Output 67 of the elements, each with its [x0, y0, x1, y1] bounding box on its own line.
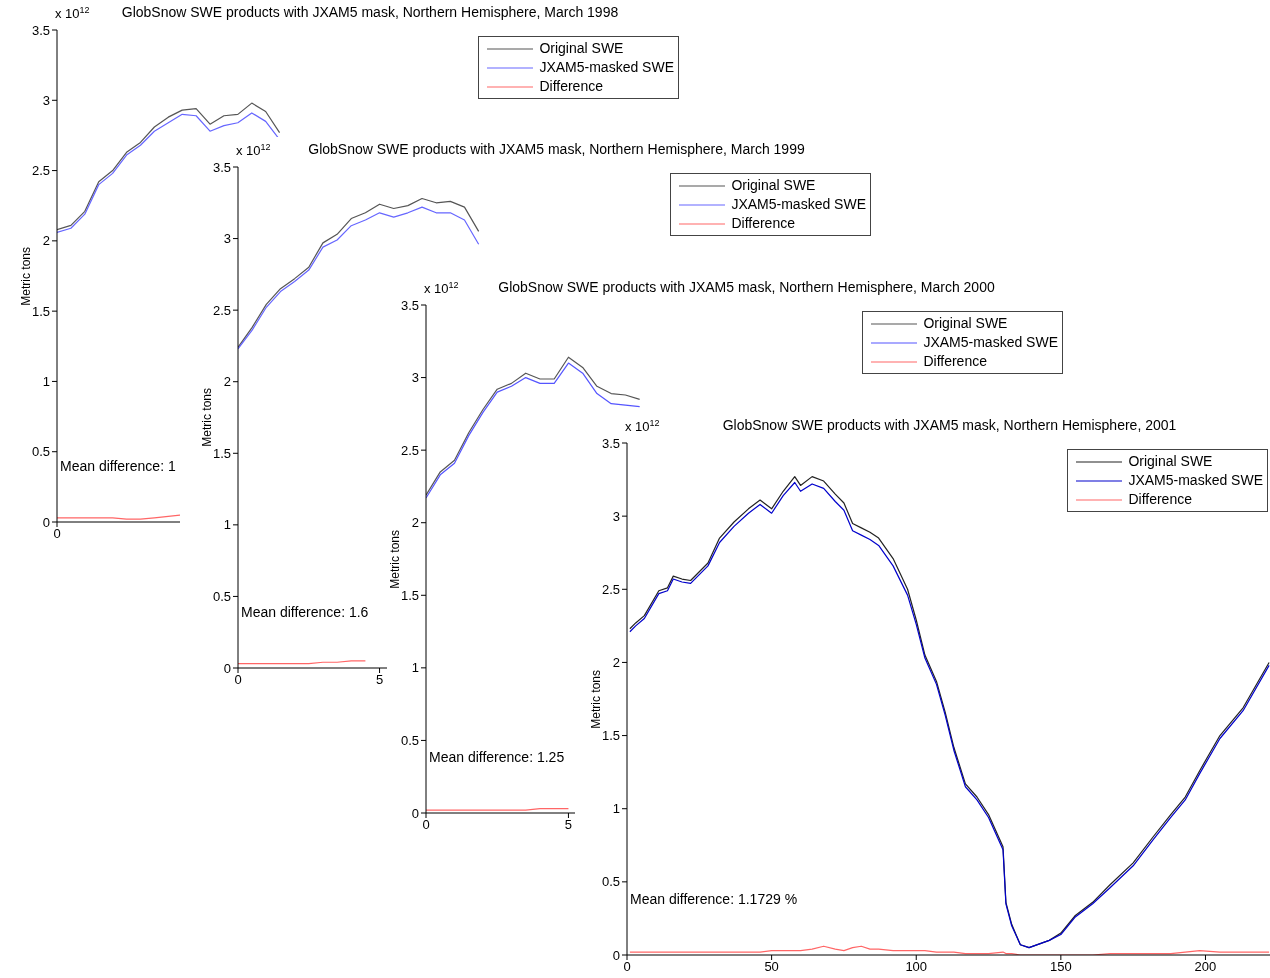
chart-title: GlobSnow SWE products with JXAM5 mask, Northern Hemisphere, 2001 — [722, 417, 1177, 433]
annotation: x 10$^{12}$ — [236, 142, 271, 159]
legend-label: Original SWE — [539, 39, 624, 58]
x-tick-label: 100 — [905, 959, 928, 975]
y-tick-label: 3 — [612, 508, 620, 524]
y-tick-label: 1 — [612, 801, 620, 817]
y-tick-label: 0 — [223, 660, 231, 676]
legend-label: JXAM5-masked SWE — [731, 195, 866, 214]
annotation: Mean difference: 1.6 — [241, 604, 369, 620]
x-tick-label: 50 — [764, 959, 779, 975]
y-tick-label: 2.5 — [601, 581, 620, 597]
y-tick-label: 0.5 — [400, 733, 419, 749]
y-tick-label: 3.5 — [400, 297, 419, 313]
y-axis-title: Metric tons — [388, 529, 402, 589]
legend-label: Original SWE — [731, 176, 816, 195]
y-axis-title: Metric tons — [19, 246, 33, 306]
y-tick-label: 0 — [42, 514, 50, 530]
legend-label: Original SWE — [1128, 452, 1213, 471]
y-tick-label: 2 — [223, 374, 231, 390]
y-tick-label: 1 — [411, 660, 419, 676]
y-tick-label: 2 — [411, 515, 419, 531]
y-tick-label: 0.5 — [601, 874, 620, 890]
legend-label: JXAM5-masked SWE — [1128, 471, 1263, 490]
legend-label: Difference — [731, 214, 795, 233]
annotation: Mean difference: 1 — [60, 458, 176, 474]
y-tick-label: 2 — [612, 655, 620, 671]
annotation: x 10$^{12}$ — [424, 280, 459, 297]
y-tick-label: 1 — [42, 374, 50, 390]
x-tick-label: 0 — [623, 959, 631, 975]
chart-title: GlobSnow SWE products with JXAM5 mask, Northern Hemisphere, March 1999 — [308, 141, 805, 157]
y-axis-title: Metric tons — [589, 669, 603, 729]
y-axis-title: Metric tons — [200, 388, 214, 447]
y-tick-label: 1.5 — [400, 587, 419, 603]
y-tick-label: 0 — [411, 805, 419, 821]
y-tick-label: 3.5 — [601, 435, 620, 451]
y-tick-label: 2.5 — [400, 442, 419, 458]
y-tick-label: 0.5 — [212, 589, 231, 605]
y-tick-label: 1.5 — [212, 445, 231, 461]
y-tick-label: 1 — [223, 517, 231, 533]
y-tick-label: 0 — [612, 947, 620, 963]
y-tick-label: 3 — [223, 231, 231, 247]
chart-title: GlobSnow SWE products with JXAM5 mask, Northern Hemisphere, March 1998 — [121, 4, 619, 20]
legend-label: Difference — [1128, 490, 1192, 509]
x-tick-label: 200 — [1194, 959, 1217, 975]
y-tick-label: 2.5 — [212, 302, 231, 318]
y-tick-label: 1.5 — [601, 728, 620, 744]
y-tick-label: 2.5 — [31, 163, 50, 179]
legend-label: Original SWE — [923, 314, 1008, 333]
legend-label: Difference — [923, 352, 987, 371]
x-tick-label: 5 — [564, 817, 573, 833]
y-tick-label: 3 — [42, 92, 50, 108]
y-tick-label: 3 — [411, 370, 419, 386]
y-tick-label: 2 — [42, 233, 50, 249]
annotation: x 10$^{12}$ — [625, 418, 660, 435]
chart-title: GlobSnow SWE products with JXAM5 mask, Northern Hemisphere, March 2000 — [498, 279, 995, 295]
y-tick-label: 0.5 — [31, 444, 50, 460]
text: x 10$^{12}$ — [55, 5, 90, 22]
legend-label: JXAM5-masked SWE — [923, 333, 1058, 352]
x-tick-label: 5 — [375, 672, 384, 688]
annotation: Mean difference: 1.1729 % — [630, 891, 798, 907]
y-tick-label: 3.5 — [212, 159, 231, 175]
y-tick-label: 1.5 — [31, 303, 50, 319]
x-tick-label: 150 — [1050, 959, 1072, 975]
annotation: Mean difference: 1.25 — [429, 749, 565, 765]
legend-label: Difference — [539, 77, 603, 96]
y-tick-label: 3.5 — [31, 22, 50, 38]
legend-label: JXAM5-masked SWE — [539, 58, 674, 77]
